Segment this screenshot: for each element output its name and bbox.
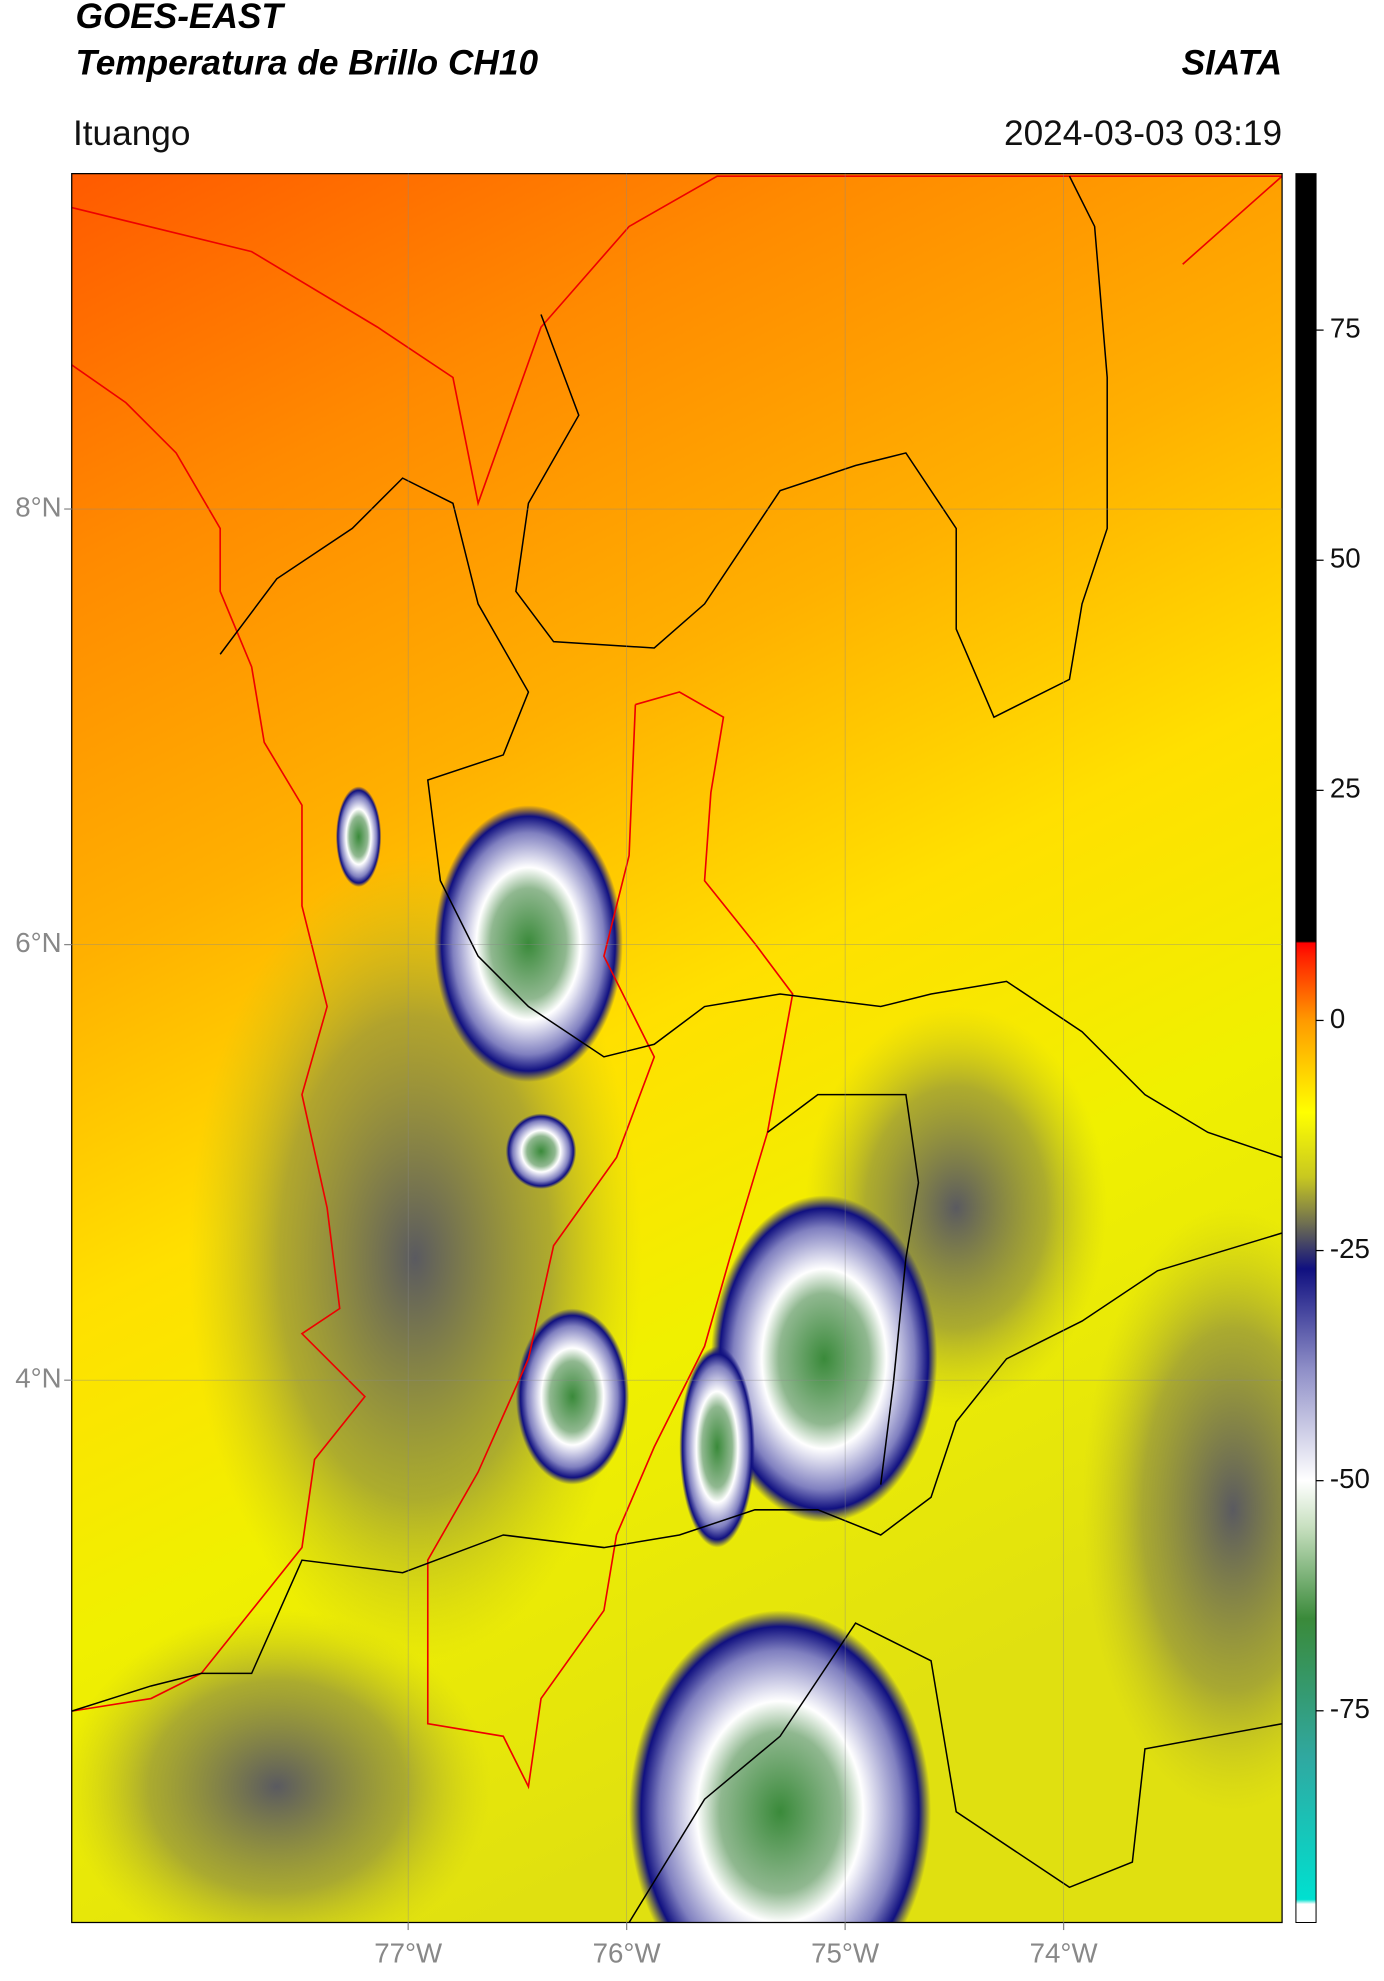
y-tick-label: 4°N	[15, 1363, 61, 1394]
coastline	[71, 175, 1283, 507]
colorbar-tick-label: 25	[1330, 773, 1361, 804]
y-tick-label: 8°N	[15, 491, 61, 522]
coastline	[71, 364, 366, 1712]
x-tick-label: 74°W	[1030, 1938, 1099, 1969]
subtitle: Temperatura de Brillo CH10	[75, 44, 538, 83]
basin-outline	[426, 691, 794, 1790]
x-tick-label: 76°W	[593, 1938, 662, 1969]
storm-cell	[710, 1195, 938, 1523]
map-frame	[71, 172, 1283, 1924]
colorbar-tick-label: -50	[1330, 1463, 1370, 1494]
colorbar-tick-label: 75	[1330, 312, 1361, 343]
x-tick-label: 75°W	[811, 1938, 880, 1969]
brand: SIATA	[1182, 44, 1282, 83]
colorbar-tick-label: 50	[1330, 543, 1361, 574]
cloud-field	[71, 1610, 491, 1923]
boundary	[219, 477, 1283, 1159]
graticule	[71, 173, 1283, 1923]
cloud-field	[1082, 1207, 1283, 1812]
boundary	[71, 1232, 1283, 1712]
colorbar-tick-label: -75	[1330, 1693, 1370, 1724]
storm-cell	[515, 1308, 630, 1485]
y-tick-label: 6°N	[15, 927, 61, 958]
storm-cell	[434, 805, 623, 1083]
colorbar-tick-label: -25	[1330, 1233, 1370, 1264]
location: Ituango	[73, 114, 191, 153]
storm-cell	[505, 1113, 577, 1189]
title: GOES-EAST	[75, 0, 285, 36]
boundary	[628, 1622, 1283, 1923]
storm-cell	[679, 1346, 755, 1548]
boundary	[767, 1093, 920, 1485]
colorbar	[1295, 173, 1317, 1923]
satellite-image	[71, 173, 1283, 1923]
storm-cell	[335, 786, 382, 888]
boundary	[515, 175, 1108, 719]
x-tick-label: 77°W	[374, 1938, 443, 1969]
storm-cell	[629, 1610, 932, 1923]
colorbar-tick-label: 0	[1330, 1003, 1345, 1034]
datetime: 2024-03-03 03:19	[1004, 114, 1282, 153]
